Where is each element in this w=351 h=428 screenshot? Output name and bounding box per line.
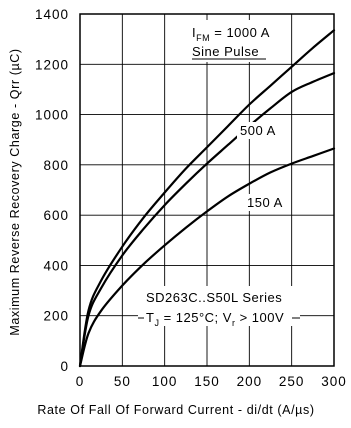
y-tick-label: 600	[43, 208, 69, 223]
y-tick-label: 800	[43, 158, 69, 173]
x-tick-label: 300	[321, 374, 347, 389]
x-axis-title: Rate Of Fall Of Forward Current - di/dt …	[37, 403, 314, 417]
y-tick-label: 1400	[35, 7, 69, 22]
series-line-150-a	[78, 147, 336, 368]
annotation-conditions: TJ = 125°C; Vr > 100V	[146, 310, 284, 328]
y-tick-label: 0	[60, 359, 69, 374]
annotation-box-bottom	[138, 286, 300, 326]
plot-frame	[79, 13, 335, 367]
y-tick-label: 200	[43, 309, 69, 324]
x-tick-label: 200	[237, 374, 263, 389]
y-tick-label: 400	[43, 258, 69, 273]
x-tick-label: 150	[194, 374, 220, 389]
y-tick-label: 1000	[35, 108, 69, 123]
curves	[78, 29, 336, 368]
annotation-box-top	[186, 20, 286, 62]
series-line-500-a	[78, 71, 336, 368]
x-tick-label: 50	[114, 374, 131, 389]
x-tick-label: 250	[279, 374, 305, 389]
y-axis-title: Maximum Reverse Recovery Charge - Qrr (µ…	[8, 48, 22, 335]
grid-lines	[79, 13, 335, 367]
annotation-series-name: SD263C..S50L Series	[146, 290, 282, 305]
label-150-bg	[244, 194, 288, 211]
label-500-bg	[237, 122, 281, 139]
y-tick-labels: 0 200 400 600 800 1000 1200 1400	[35, 7, 69, 374]
x-tick-label: 0	[76, 374, 85, 389]
series-line-1000-a	[78, 29, 336, 368]
annotation-ifm: IFM = 1000 A	[192, 25, 270, 43]
series-label-500: 500 A	[240, 123, 276, 138]
x-tick-labels: 0 50 100 150 200 250 300	[76, 374, 347, 389]
x-tick-label: 100	[152, 374, 178, 389]
annotation-sine-pulse: Sine Pulse	[192, 44, 259, 59]
series-label-150: 150 A	[247, 195, 283, 210]
y-tick-label: 1200	[35, 57, 69, 72]
